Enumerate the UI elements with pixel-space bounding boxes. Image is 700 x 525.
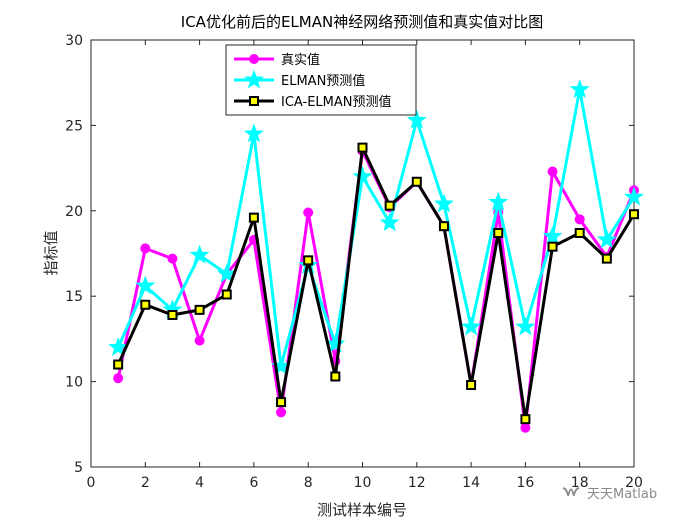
legend-label-2: ICA-ELMAN预测值	[281, 94, 392, 110]
series-2-point-2	[167, 309, 178, 320]
y-tick-label-3: 20	[65, 204, 83, 220]
series-1-point-8	[325, 333, 346, 353]
series-2-point-18	[601, 253, 612, 264]
series-1-point-19	[624, 186, 644, 206]
x-axis-label: 测试样本编号	[317, 501, 407, 519]
series-2-point-9	[357, 142, 368, 153]
y-tick-label-4: 25	[65, 118, 83, 134]
x-tick-label-7: 14	[462, 475, 480, 491]
series-1-point-5	[243, 123, 264, 143]
series-2-point-16	[547, 241, 558, 252]
series-0-point-1	[140, 243, 151, 254]
x-tick-label-1: 2	[141, 475, 150, 491]
y-tick-label-1: 10	[65, 375, 83, 391]
series-2-point-8	[330, 371, 341, 382]
series-1-point-1	[135, 275, 156, 295]
series-2-point-12	[438, 221, 449, 232]
series-1-point-0	[108, 336, 129, 356]
x-tick-label-5: 10	[354, 475, 372, 491]
series-1-point-14	[488, 191, 509, 211]
watermark: 天天Matlab	[560, 481, 657, 503]
series-2	[113, 142, 639, 425]
legend-marker-1	[244, 69, 264, 89]
series-2-point-4	[221, 289, 232, 300]
legend-marker-0	[249, 54, 259, 64]
series-2-point-11	[411, 176, 422, 187]
legend-label-0: 真实值	[281, 52, 320, 68]
series-1-point-9	[352, 166, 373, 186]
legend: 真实值 ELMAN预测值 ICA-ELMAN预测值	[225, 44, 417, 116]
series-0-point-7	[303, 207, 314, 218]
series-2-point-6	[276, 397, 287, 408]
series-2-point-17	[574, 228, 585, 239]
series-2-point-14	[493, 228, 504, 239]
x-tick-label-2: 4	[195, 475, 204, 491]
series-2-point-0	[113, 359, 124, 370]
series-2-point-5	[248, 212, 259, 223]
chart-title: ICA优化前后的ELMAN神经网络预测值和真实值对比图	[181, 13, 543, 31]
x-tick-label-6: 12	[408, 475, 426, 491]
series-2-point-19	[629, 209, 639, 220]
series-1-point-12	[434, 193, 454, 213]
series-2-point-10	[384, 200, 395, 211]
series-2-point-3	[194, 304, 205, 315]
x-tick-label-3: 6	[249, 475, 258, 491]
series-2-point-15	[520, 414, 531, 425]
series-1-point-17	[569, 79, 590, 98]
x-tick-label-0: 0	[87, 475, 96, 491]
x-tick-label-9: 18	[571, 475, 589, 491]
series-0-point-15	[520, 422, 531, 433]
y-tick-label-2: 15	[65, 289, 83, 305]
series-0-point-6	[276, 407, 287, 418]
series-0-point-2	[167, 253, 178, 264]
series-0-point-16	[547, 166, 558, 177]
y-tick-label-0: 5	[74, 460, 83, 476]
x-tick-label-8: 16	[516, 475, 534, 491]
series-0-point-17	[574, 214, 585, 225]
x-tick-label-4: 8	[304, 475, 313, 491]
wechat-channel-icon	[562, 487, 580, 496]
series-2-point-7	[303, 255, 314, 266]
legend-marker-2	[249, 96, 259, 106]
series-2-point-13	[466, 380, 477, 391]
series-2-point-1	[140, 299, 151, 310]
series-1-point-10	[379, 212, 400, 232]
y-tick-label-5: 30	[65, 33, 83, 49]
series-0-point-0	[113, 373, 124, 384]
series-1-point-18	[596, 229, 617, 249]
watermark-text: 天天Matlab	[587, 486, 658, 502]
series-1	[108, 79, 644, 375]
series-1-point-15	[515, 316, 536, 336]
series-1-point-13	[461, 316, 482, 336]
series-1-point-11	[406, 109, 427, 129]
series-1-point-4	[216, 263, 237, 283]
series-1-point-16	[542, 225, 563, 245]
series-0-point-3	[194, 335, 205, 346]
legend-label-1: ELMAN预测值	[281, 73, 365, 89]
x-tick-label-10: 20	[625, 475, 643, 491]
y-axis-label: 指标值	[42, 230, 60, 275]
series-1-point-3	[189, 244, 210, 264]
